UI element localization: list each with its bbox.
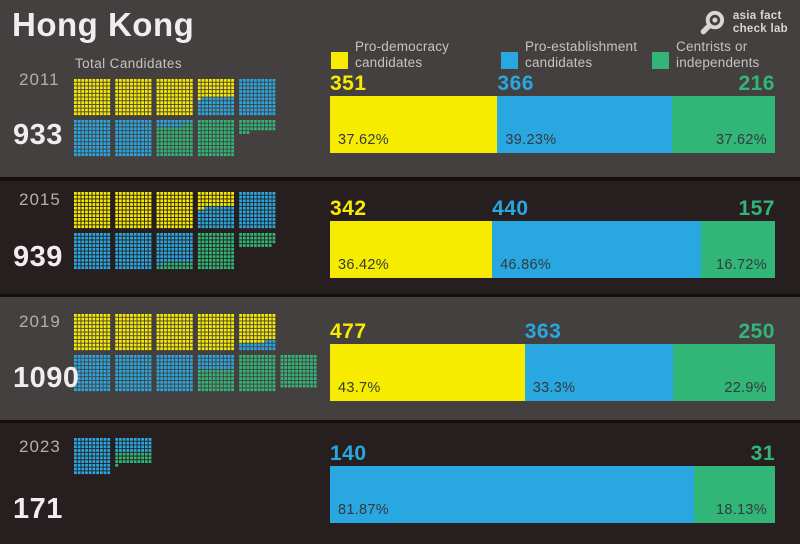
- legend-label-pro-establishment: Pro-establishment candidates: [525, 39, 638, 70]
- legend-item-centrists: Centrists or independents: [652, 39, 759, 71]
- page-title: Hong Kong: [12, 6, 195, 43]
- legend-label-pro-democracy: Pro-democracy candidates: [355, 39, 450, 70]
- legend-label-centrists: Centrists or independents: [676, 39, 760, 70]
- background-band-3: [0, 297, 800, 420]
- asia-fact-check-lab-logo: asia fact check lab: [699, 9, 788, 36]
- legend-swatch-centrists: [652, 52, 669, 69]
- legend-swatch-pro-democracy: [331, 52, 348, 69]
- logo-text: asia fact check lab: [732, 9, 788, 35]
- legend-item-pro-establishment: Pro-establishment candidates: [501, 39, 637, 71]
- legend-swatch-pro-establishment: [501, 52, 518, 69]
- background-band-4: [0, 423, 800, 544]
- waffle-column-title: Total Candidates: [75, 56, 182, 71]
- legend-item-pro-democracy: Pro-democracy candidates: [331, 39, 449, 71]
- magnifier-icon: [699, 9, 726, 36]
- background-band-2: [0, 181, 800, 294]
